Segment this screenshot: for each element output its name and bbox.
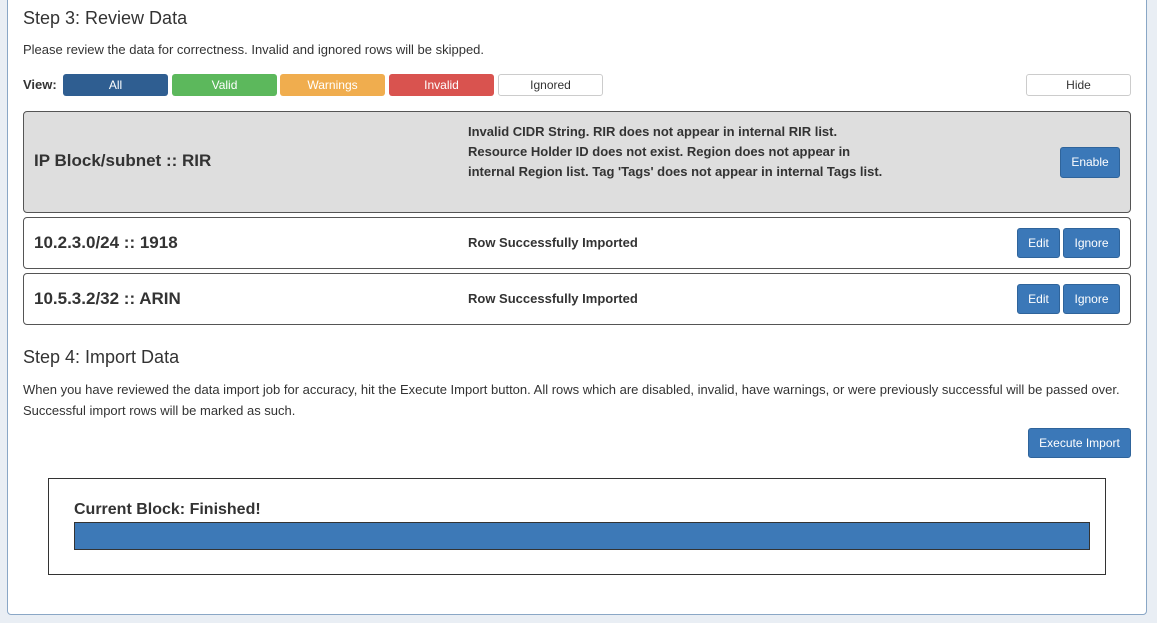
step4-title: Step 4: Import Data <box>23 347 180 367</box>
filter-invalid-button[interactable]: Invalid <box>389 74 494 96</box>
step3-title: Step 3: Review Data <box>23 8 188 28</box>
execute-import-button[interactable]: Execute Import <box>1028 428 1131 458</box>
row-title: 10.2.3.0/24 :: 1918 <box>34 233 178 252</box>
progress-label: Current Block: Finished! <box>74 501 261 518</box>
view-label: View: <box>23 77 57 92</box>
step4-description: When you have reviewed the data import j… <box>23 382 1120 418</box>
filter-all-button[interactable]: All <box>63 74 168 96</box>
ignore-button[interactable]: Ignore <box>1063 228 1120 258</box>
row-title: 10.5.3.2/32 :: ARIN <box>34 289 181 308</box>
row-message: Row Successfully Imported <box>468 235 638 250</box>
data-row: IP Block/subnet :: RIR Invalid CIDR Stri… <box>23 111 1131 213</box>
edit-button[interactable]: Edit <box>1017 228 1060 258</box>
hide-button[interactable]: Hide <box>1026 74 1131 96</box>
filter-ignored-button[interactable]: Ignored <box>498 74 603 96</box>
filter-warnings-button[interactable]: Warnings <box>280 74 385 96</box>
row-message: Invalid CIDR String. RIR does not appear… <box>468 124 883 179</box>
row-title: IP Block/subnet :: RIR <box>34 151 212 170</box>
progress-bar <box>74 522 1090 550</box>
enable-button[interactable]: Enable <box>1060 147 1120 178</box>
filter-valid-button[interactable]: Valid <box>172 74 277 96</box>
data-row: 10.5.3.2/32 :: ARIN Row Successfully Imp… <box>23 273 1131 325</box>
edit-button[interactable]: Edit <box>1017 284 1060 314</box>
row-message: Row Successfully Imported <box>468 291 638 306</box>
step3-description: Please review the data for correctness. … <box>23 42 485 57</box>
progress-box: Current Block: Finished! <box>48 478 1106 575</box>
data-row: 10.2.3.0/24 :: 1918 Row Successfully Imp… <box>23 217 1131 269</box>
ignore-button[interactable]: Ignore <box>1063 284 1120 314</box>
progress-fill <box>75 523 1089 549</box>
